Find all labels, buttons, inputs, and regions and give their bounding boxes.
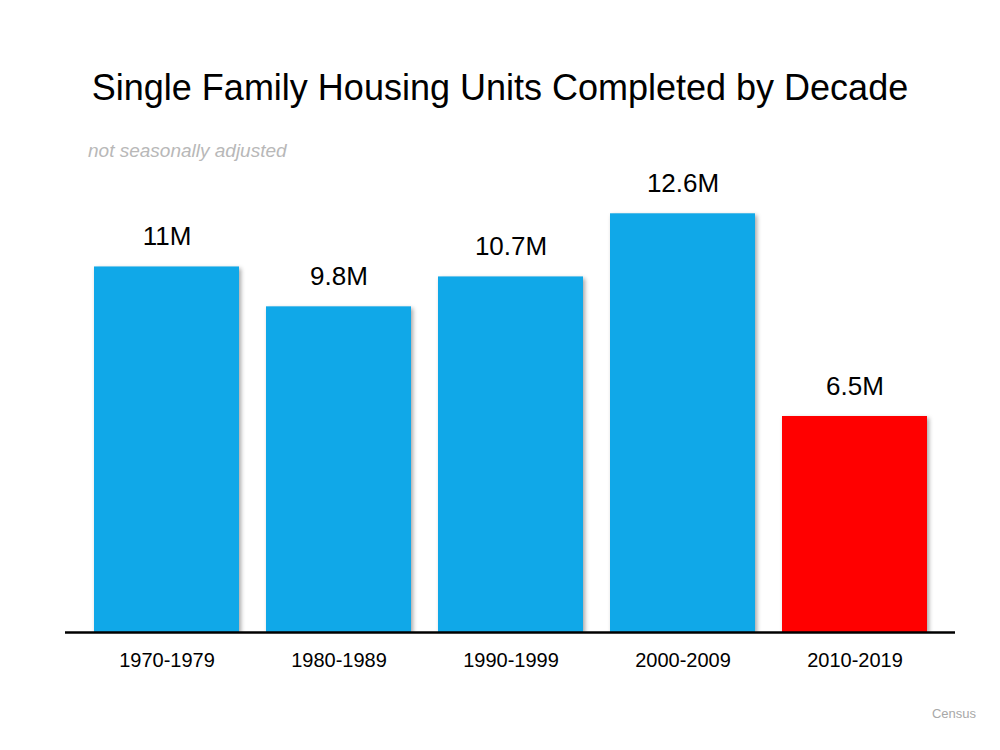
svg-text:12.6M: 12.6M — [647, 170, 719, 198]
svg-text:2000-2009: 2000-2009 — [635, 649, 731, 671]
svg-text:1980-1989: 1980-1989 — [291, 649, 387, 671]
svg-text:2010-2019: 2010-2019 — [807, 649, 903, 671]
svg-text:10.7M: 10.7M — [475, 231, 547, 261]
html-text:Census: Census — [931, 706, 976, 721]
svg-text:9.8M: 9.8M — [310, 261, 368, 291]
html-text:Single Family Housing Units Co: Single Family Housing Units Completed by… — [91, 67, 909, 108]
svg-text:11M: 11M — [143, 221, 192, 251]
svg-text:6.5M: 6.5M — [826, 371, 884, 401]
svg-text:1990-1999: 1990-1999 — [463, 649, 559, 671]
html-text:not seasonally adjusted: not seasonally adjusted — [88, 140, 287, 161]
svg-text:1970-1979: 1970-1979 — [119, 649, 215, 671]
